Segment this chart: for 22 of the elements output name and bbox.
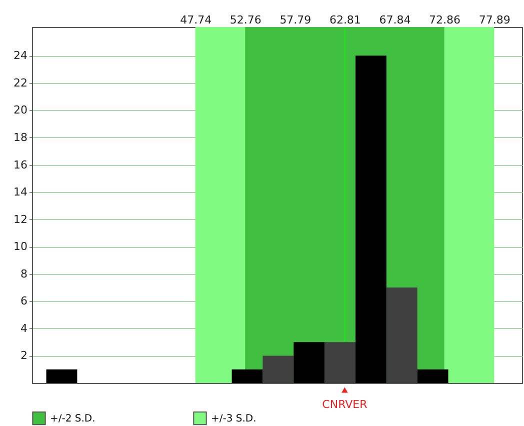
y-tick-label: 16	[14, 158, 28, 172]
y-tick-label: 24	[14, 49, 28, 62]
legend-label: +/-3 S.D.	[211, 413, 256, 424]
y-tick-label: 18	[14, 130, 28, 144]
x-tick-label: 77.89	[478, 14, 510, 26]
x-tick-label: 67.84	[379, 14, 411, 26]
y-tick-label: 12	[14, 212, 28, 226]
y-tick-label: 10	[14, 240, 28, 254]
y-tick-label: 8	[20, 267, 28, 280]
annotation: CNRVER	[322, 398, 368, 411]
x-tick-label: 52.76	[230, 14, 262, 26]
y-tick-label: 6	[20, 294, 28, 308]
x-tick-label: 72.86	[429, 14, 461, 26]
x-tick-label: 47.74	[180, 14, 212, 26]
x-tick-label: 57.79	[280, 14, 312, 26]
y-tick-label: 22	[14, 76, 28, 90]
y-tick-label: 4	[20, 322, 28, 335]
legend-label: +/-2 S.D.	[50, 413, 96, 424]
y-tick-label: 2	[20, 349, 28, 362]
y-tick-label: 20	[14, 104, 28, 117]
y-tick-label: 14	[14, 186, 28, 199]
x-tick-label: 62.81	[329, 14, 361, 26]
